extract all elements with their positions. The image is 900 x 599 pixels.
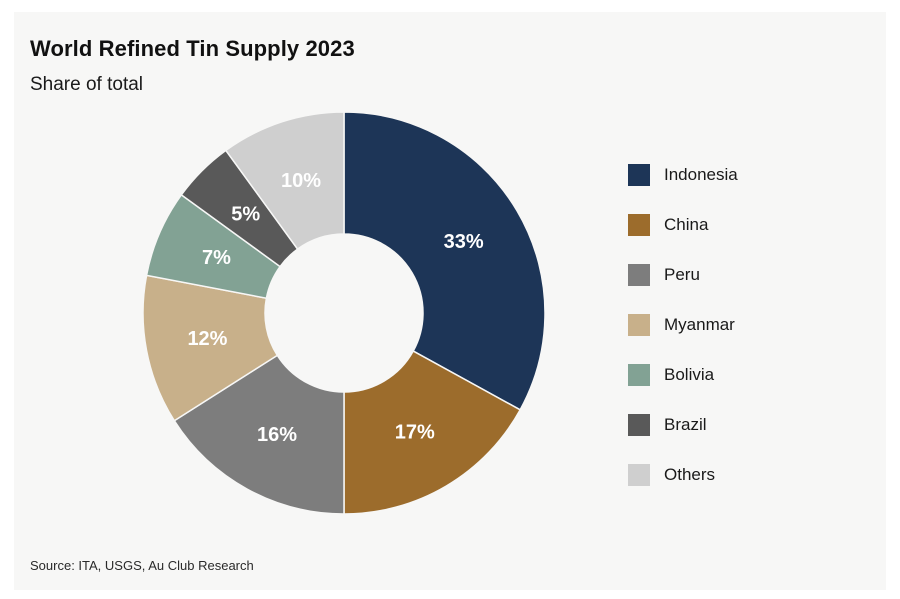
chart-legend: Indonesia China Peru Myanmar Bolivia Brazil Ot… xyxy=(628,150,738,500)
chart-card: World Refined Tin Supply 2023 Share of t… xyxy=(14,12,886,590)
legend-label: Brazil xyxy=(664,415,707,434)
legend-item-brazil: Brazil xyxy=(628,400,738,450)
slice-others xyxy=(224,111,345,251)
legend-label: Bolivia xyxy=(664,365,715,384)
legend-item-indonesia: Indonesia xyxy=(628,150,738,200)
donut-slices xyxy=(142,111,546,515)
legend-swatch xyxy=(628,464,650,486)
legend-item-myanmar: Myanmar xyxy=(628,300,738,350)
legend-swatch xyxy=(628,214,650,236)
chart-title: World Refined Tin Supply 2023 xyxy=(30,36,355,61)
legend-swatch xyxy=(628,414,650,436)
legend-item-bolivia: Bolivia xyxy=(628,350,738,400)
legend-label: China xyxy=(664,215,709,234)
slice-label-myanmar: 12% xyxy=(187,328,227,350)
slice-label-brazil: 5% xyxy=(231,204,260,226)
slice-peru xyxy=(173,354,345,515)
slice-label-others: 10% xyxy=(281,170,321,192)
slice-labels: 33% 17% 16% 12% 7%5% 10% xyxy=(187,170,483,446)
slice-label-china: 17% xyxy=(395,422,435,444)
chart-subtitle: Share of total xyxy=(30,74,144,95)
slice-china xyxy=(343,350,522,515)
legend-label: Myanmar xyxy=(664,315,735,334)
legend-swatch xyxy=(628,164,650,186)
legend-label: Indonesia xyxy=(664,165,738,184)
legend-label: Others xyxy=(664,465,716,484)
donut-chart: 33% 17% 16% 12% 7%5% 10% xyxy=(142,111,546,515)
slice-label-indonesia: 33% xyxy=(444,231,484,253)
slice-label-peru: 16% xyxy=(257,424,297,446)
legend-item-others: Others xyxy=(628,450,738,500)
slice-indonesia xyxy=(343,111,546,411)
legend-swatch xyxy=(628,314,650,336)
legend-swatch xyxy=(628,364,650,386)
legend-swatch xyxy=(628,264,650,286)
legend-label: Peru xyxy=(664,265,700,284)
source-note: Source: ITA, USGS, Au Club Research xyxy=(30,558,254,573)
legend-item-china: China xyxy=(628,200,738,250)
slice-label-bolivia: 7% xyxy=(202,247,231,269)
legend-item-peru: Peru xyxy=(628,250,738,300)
